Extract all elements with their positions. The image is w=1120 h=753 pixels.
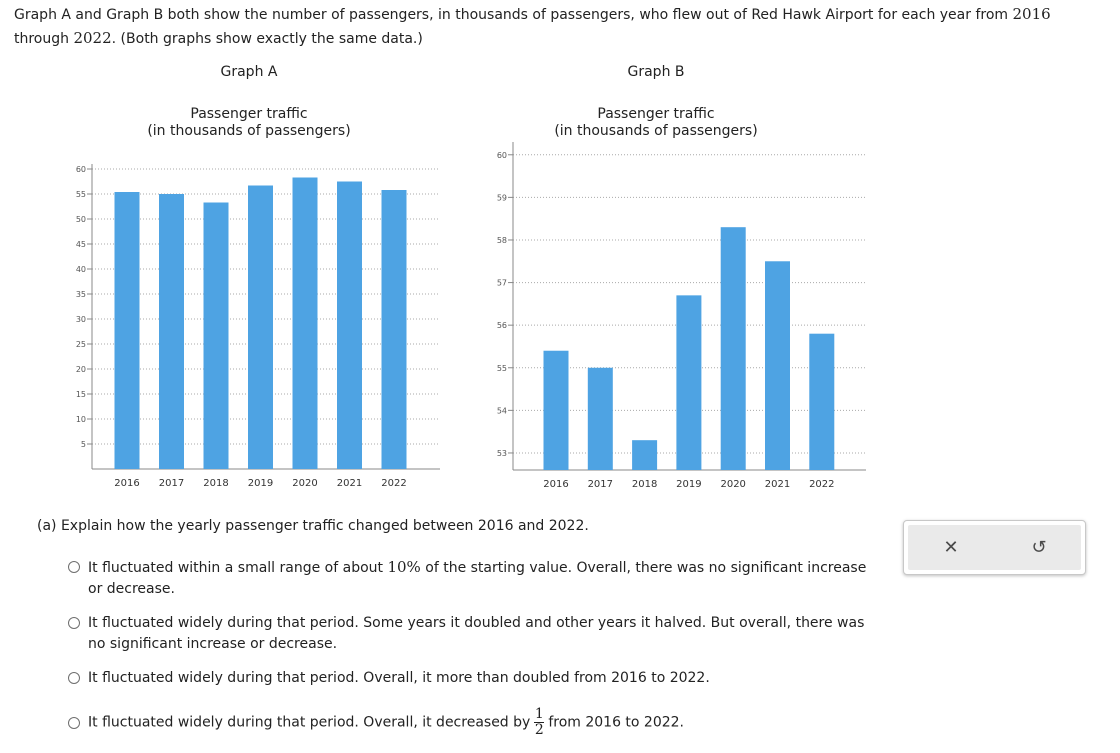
choice-1-text-b: of the starting value. Overall, there wa… [88, 560, 867, 597]
graph-b-y-tick-label: 60 [497, 151, 507, 160]
graph-b-bar-2018 [632, 440, 658, 470]
intro-part2: through [14, 31, 74, 47]
choice-4-radio[interactable] [68, 716, 80, 729]
choice-1-percent: 10% [387, 558, 421, 576]
graph-b-y-tick-label: 55 [497, 364, 507, 373]
graph-a-y-tick-label: 20 [76, 365, 86, 374]
graph-a-x-tick-label: 2016 [114, 478, 139, 489]
choice-1-radio[interactable] [68, 561, 80, 573]
choice-2-radio[interactable] [68, 617, 80, 629]
graph-a-x-tick-label: 2022 [381, 478, 406, 489]
choice-3-radio[interactable] [68, 672, 80, 684]
graph-b-chart: Passenger traffic (in thousands of passe… [497, 106, 866, 490]
graph-a-y-tick-label: 15 [76, 390, 86, 399]
choice-2[interactable]: It fluctuated widely during that period.… [68, 613, 878, 655]
graph-b-bar-2016 [543, 350, 569, 470]
choice-4-text: It fluctuated widely during that period.… [88, 707, 878, 738]
graph-a-y-tick-label: 40 [76, 265, 86, 274]
fraction-denominator: 2 [534, 722, 544, 738]
graph-b-x-tick-label: 2017 [588, 479, 613, 490]
graph-a-bar-2022 [381, 190, 407, 469]
graph-b-y-tick-label: 57 [497, 279, 507, 288]
choice-4[interactable]: It fluctuated widely during that period.… [68, 707, 878, 738]
graph-a-y-tick-label: 60 [76, 165, 86, 174]
graph-a-title-line2: (in thousands of passengers) [147, 123, 350, 139]
choice-4-text-b: from 2016 to 2022. [548, 714, 685, 731]
graph-a-y-tick-label: 55 [76, 190, 86, 199]
graph-a-bar-2016 [114, 192, 140, 469]
graph-b-x-tick-label: 2018 [632, 479, 657, 490]
graph-b-x-tick-label: 2022 [809, 479, 834, 490]
fraction-numerator: 1 [534, 706, 544, 722]
graph-b-x-tick-label: 2016 [543, 479, 568, 490]
question-prompt: (a) Explain how the yearly passenger tra… [37, 518, 589, 534]
choice-1[interactable]: It fluctuated within a small range of ab… [68, 557, 878, 600]
graph-b-y-tick-label: 54 [497, 406, 507, 415]
graph-a-y-tick-label: 5 [81, 440, 86, 449]
intro-part1: Graph A and Graph B both show the number… [14, 7, 1013, 23]
intro-year-start: 2016 [1012, 5, 1051, 23]
graph-a-bar-2019 [248, 185, 273, 469]
choice-1-text: It fluctuated within a small range of ab… [88, 557, 878, 600]
graph-a-y-tick-label: 25 [76, 340, 86, 349]
graph-a-x-tick-label: 2019 [248, 478, 273, 489]
graph-a-chart: Passenger traffic (in thousands of passe… [76, 106, 440, 489]
close-icon: ✕ [943, 537, 959, 558]
graph-b-x-tick-label: 2021 [765, 479, 790, 490]
graph-b-y-tick-label: 59 [497, 193, 507, 202]
graph-b-title-line2: (in thousands of passengers) [554, 123, 757, 139]
intro-year-end: 2022 [73, 29, 112, 47]
graph-a-bar-2020 [292, 177, 318, 469]
graph-a-y-tick-label: 45 [76, 240, 86, 249]
choice-3[interactable]: It fluctuated widely during that period.… [68, 668, 878, 689]
graph-a-y-tick-label: 30 [76, 315, 86, 324]
graph-a-bar-2018 [203, 202, 229, 469]
graph-b-bar-2017 [587, 367, 613, 470]
graph-b-bar-2019 [676, 295, 702, 470]
choice-3-text: It fluctuated widely during that period.… [88, 670, 710, 686]
graph-b-x-tick-label: 2020 [720, 479, 745, 490]
graph-a-y-tick-label: 10 [76, 415, 86, 424]
graph-a-bar-2017 [159, 194, 184, 469]
close-button[interactable]: ✕ [908, 525, 994, 570]
graph-a-label: Graph A [220, 64, 278, 80]
graph-b-y-tick-label: 56 [497, 321, 507, 330]
intro-part3: . (Both graphs show exactly the same dat… [111, 31, 423, 47]
graph-b-bar-2022 [809, 333, 835, 470]
graph-a-y-tick-label: 35 [76, 290, 86, 299]
intro-text: Graph A and Graph B both show the number… [14, 3, 1074, 51]
graph-b-bar-2021 [765, 261, 790, 470]
answer-tools-panel: ✕ ↺ [903, 520, 1086, 575]
graph-a-x-tick-label: 2018 [203, 478, 228, 489]
graph-b-y-tick-label: 53 [497, 449, 507, 458]
graph-a-y-tick-label: 50 [76, 215, 86, 224]
choice-1-text-a: It fluctuated within a small range of ab… [88, 560, 388, 576]
graph-b-bar-2020 [720, 227, 746, 470]
choice-2-text: It fluctuated widely during that period.… [88, 615, 865, 652]
graph-b-label: Graph B [627, 64, 685, 80]
graph-a-bar-2021 [337, 181, 362, 469]
reset-button[interactable]: ↺ [996, 525, 1082, 570]
graph-a-title-line1: Passenger traffic [190, 106, 307, 122]
graph-b-x-tick-label: 2019 [676, 479, 701, 490]
graph-a-x-tick-label: 2021 [337, 478, 362, 489]
graph-a-x-tick-label: 2017 [159, 478, 184, 489]
graph-b-title-line1: Passenger traffic [597, 106, 714, 122]
graph-a-x-tick-label: 2020 [292, 478, 317, 489]
choice-4-text-a: It fluctuated widely during that period.… [88, 714, 531, 731]
reset-icon: ↺ [1031, 537, 1047, 558]
graph-b-y-tick-label: 58 [497, 236, 507, 245]
